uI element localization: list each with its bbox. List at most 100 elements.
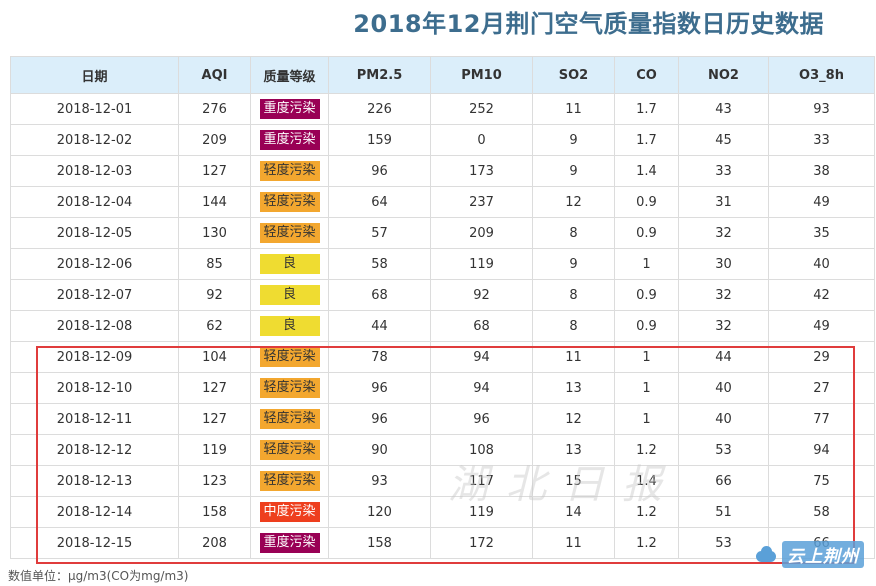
cell-pm10: 209 — [430, 217, 533, 249]
table-row: 2018-12-06 85 良 58 119 9 1 30 40 — [10, 248, 875, 280]
cell-no2: 31 — [678, 186, 769, 218]
table-row: 2018-12-03 127 轻度污染 96 173 9 1.4 33 38 — [10, 155, 875, 187]
cell-o3: 38 — [768, 155, 875, 187]
grade-badge: 中度污染 — [259, 502, 320, 522]
cell-o3: 40 — [768, 248, 875, 280]
cell-so2: 9 — [532, 124, 615, 156]
cell-co: 1 — [614, 403, 679, 435]
table-row: 2018-12-01 276 重度污染 226 252 11 1.7 43 93 — [10, 93, 875, 125]
cell-date: 2018-12-13 — [10, 465, 179, 497]
cell-grade: 轻度污染 — [250, 434, 329, 466]
cell-co: 0.9 — [614, 186, 679, 218]
cell-pm10: 0 — [430, 124, 533, 156]
cell-date: 2018-12-08 — [10, 310, 179, 342]
cell-date: 2018-12-15 — [10, 527, 179, 559]
brand-text: 云上荆州 — [782, 540, 864, 568]
cell-pm10: 68 — [430, 310, 533, 342]
grade-badge: 良 — [259, 285, 320, 305]
cell-pm25: 120 — [328, 496, 431, 528]
cell-co: 1 — [614, 248, 679, 280]
unit-footnote: 数值单位：μg/m3(CO为mg/m3) — [8, 569, 189, 583]
cell-grade: 轻度污染 — [250, 186, 329, 218]
cell-co: 1.4 — [614, 155, 679, 187]
table-row: 2018-12-09 104 轻度污染 78 94 11 1 44 29 — [10, 341, 875, 373]
cell-date: 2018-12-11 — [10, 403, 179, 435]
cell-aqi: 276 — [178, 93, 251, 125]
table-row: 2018-12-13 123 轻度污染 93 117 15 1.4 66 75 — [10, 465, 875, 497]
page-title: 2018年12月荆门空气质量指数日历史数据 — [353, 10, 824, 38]
cell-aqi: 119 — [178, 434, 251, 466]
table-row: 2018-12-10 127 轻度污染 96 94 13 1 40 27 — [10, 372, 875, 404]
cell-aqi: 127 — [178, 372, 251, 404]
cell-aqi: 127 — [178, 155, 251, 187]
cell-no2: 32 — [678, 310, 769, 342]
cell-so2: 12 — [532, 186, 615, 218]
column-header-o3[interactable]: O3_8h — [768, 56, 875, 94]
cell-grade: 轻度污染 — [250, 403, 329, 435]
cell-pm10: 117 — [430, 465, 533, 497]
column-header-no2[interactable]: NO2 — [678, 56, 769, 94]
grade-badge: 重度污染 — [259, 533, 320, 553]
cell-so2: 8 — [532, 310, 615, 342]
cell-o3: 94 — [768, 434, 875, 466]
cell-grade: 重度污染 — [250, 93, 329, 125]
column-header-aqi[interactable]: AQI — [178, 56, 251, 94]
cell-pm10: 172 — [430, 527, 533, 559]
grade-badge: 轻度污染 — [259, 471, 320, 491]
grade-badge: 良 — [259, 254, 320, 274]
cell-grade: 良 — [250, 248, 329, 280]
cell-grade: 轻度污染 — [250, 341, 329, 373]
cell-no2: 43 — [678, 93, 769, 125]
cell-pm25: 90 — [328, 434, 431, 466]
cell-pm10: 173 — [430, 155, 533, 187]
cell-aqi: 208 — [178, 527, 251, 559]
cell-o3: 35 — [768, 217, 875, 249]
cell-no2: 44 — [678, 341, 769, 373]
cell-pm10: 96 — [430, 403, 533, 435]
column-header-pm10[interactable]: PM10 — [430, 56, 533, 94]
cell-o3: 27 — [768, 372, 875, 404]
cell-no2: 53 — [678, 527, 769, 559]
cell-co: 1 — [614, 372, 679, 404]
cell-so2: 11 — [532, 341, 615, 373]
cell-pm25: 159 — [328, 124, 431, 156]
cell-grade: 中度污染 — [250, 496, 329, 528]
cell-pm10: 119 — [430, 496, 533, 528]
table-row: 2018-12-08 62 良 44 68 8 0.9 32 49 — [10, 310, 875, 342]
cell-no2: 51 — [678, 496, 769, 528]
column-header-grade[interactable]: 质量等级 — [250, 56, 329, 94]
cell-o3: 49 — [768, 186, 875, 218]
cell-o3: 75 — [768, 465, 875, 497]
cell-pm25: 44 — [328, 310, 431, 342]
cell-no2: 32 — [678, 217, 769, 249]
cell-pm25: 96 — [328, 372, 431, 404]
column-header-so2[interactable]: SO2 — [532, 56, 615, 94]
cell-grade: 轻度污染 — [250, 155, 329, 187]
cell-so2: 13 — [532, 434, 615, 466]
cell-o3: 33 — [768, 124, 875, 156]
cell-no2: 32 — [678, 279, 769, 311]
cell-date: 2018-12-01 — [10, 93, 179, 125]
cell-pm10: 119 — [430, 248, 533, 280]
column-header-date[interactable]: 日期 — [10, 56, 179, 94]
cell-aqi: 158 — [178, 496, 251, 528]
cell-co: 1.2 — [614, 527, 679, 559]
cell-pm10: 94 — [430, 372, 533, 404]
cell-aqi: 144 — [178, 186, 251, 218]
cell-grade: 良 — [250, 279, 329, 311]
aqi-history-table: 日期 AQI 质量等级 PM2.5 PM10 SO2 CO NO2 O3_8h … — [10, 56, 875, 559]
cell-pm25: 226 — [328, 93, 431, 125]
cell-no2: 30 — [678, 248, 769, 280]
cell-co: 1 — [614, 341, 679, 373]
cell-date: 2018-12-14 — [10, 496, 179, 528]
column-header-co[interactable]: CO — [614, 56, 679, 94]
grade-badge: 轻度污染 — [259, 223, 320, 243]
cell-pm25: 68 — [328, 279, 431, 311]
cell-pm10: 92 — [430, 279, 533, 311]
column-header-pm25[interactable]: PM2.5 — [328, 56, 431, 94]
table-row: 2018-12-02 209 重度污染 159 0 9 1.7 45 33 — [10, 124, 875, 156]
cell-pm25: 158 — [328, 527, 431, 559]
cell-pm10: 108 — [430, 434, 533, 466]
grade-badge: 轻度污染 — [259, 161, 320, 181]
